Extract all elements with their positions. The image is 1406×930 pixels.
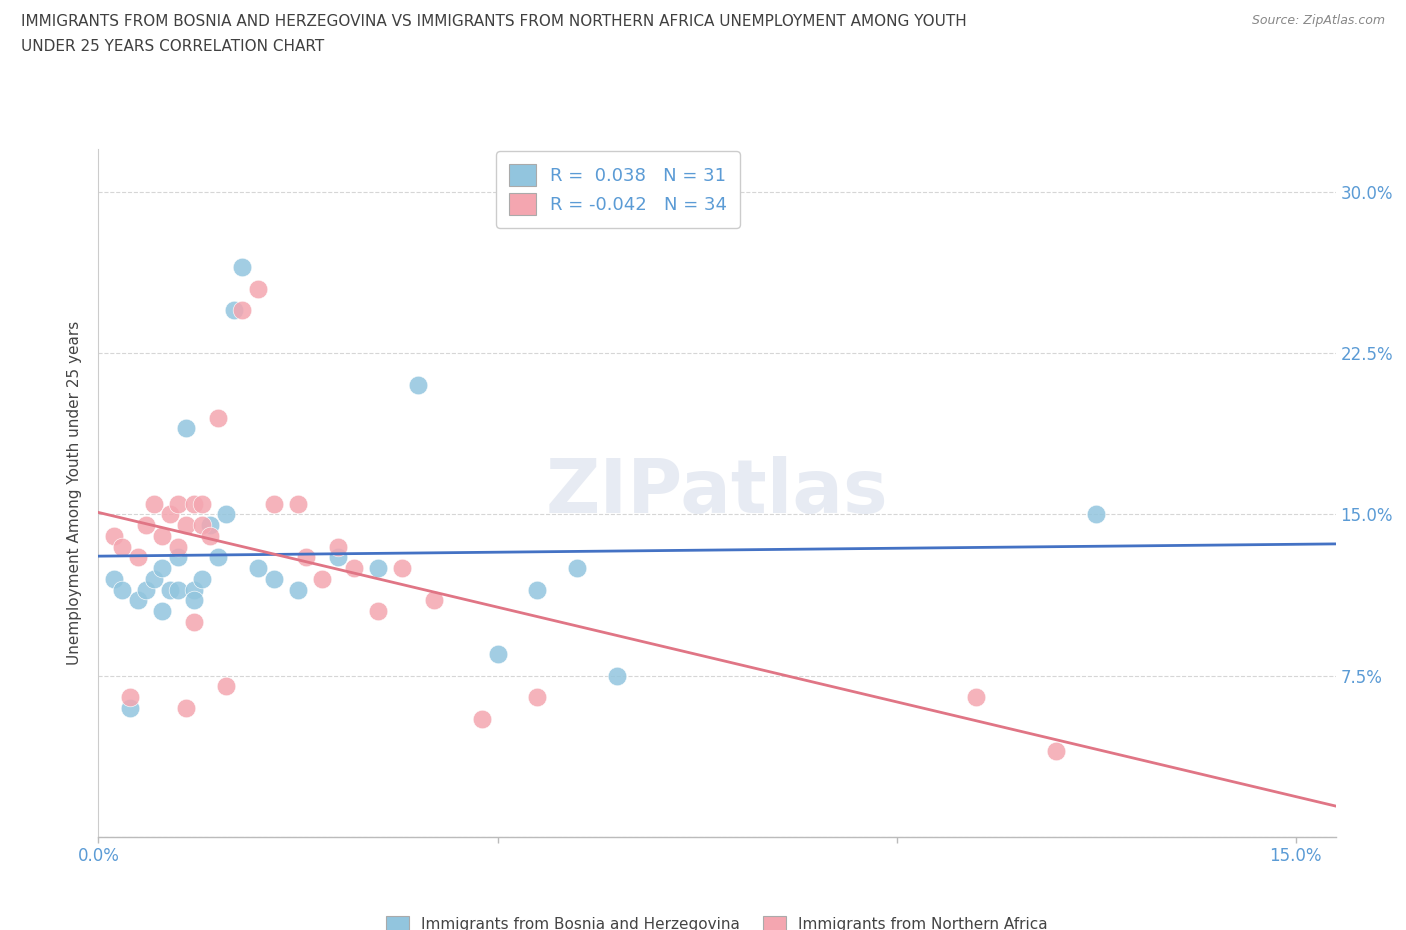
Point xyxy=(526,690,548,705)
Point xyxy=(167,539,190,554)
Point xyxy=(422,593,444,608)
Point xyxy=(966,690,988,705)
Point xyxy=(606,669,628,684)
Point xyxy=(143,571,166,587)
Point xyxy=(215,679,238,694)
Point xyxy=(159,507,181,522)
Point xyxy=(120,690,142,705)
Point xyxy=(120,700,142,715)
Point xyxy=(167,550,190,565)
Legend: Immigrants from Bosnia and Herzegovina, Immigrants from Northern Africa: Immigrants from Bosnia and Herzegovina, … xyxy=(380,910,1054,930)
Point xyxy=(247,281,270,296)
Point xyxy=(263,497,285,512)
Text: ZIPatlas: ZIPatlas xyxy=(546,457,889,529)
Point xyxy=(127,550,149,565)
Point xyxy=(127,593,149,608)
Point xyxy=(198,528,221,543)
Point xyxy=(207,410,229,425)
Point xyxy=(167,497,190,512)
Point xyxy=(150,528,173,543)
Point xyxy=(215,507,238,522)
Point xyxy=(191,518,214,533)
Point xyxy=(135,582,157,597)
Point xyxy=(224,302,246,317)
Point xyxy=(311,571,333,587)
Point xyxy=(174,700,197,715)
Point xyxy=(183,582,205,597)
Point xyxy=(167,582,190,597)
Point xyxy=(1085,507,1108,522)
Text: Source: ZipAtlas.com: Source: ZipAtlas.com xyxy=(1251,14,1385,27)
Point xyxy=(326,550,349,565)
Point xyxy=(326,539,349,554)
Point xyxy=(231,302,253,317)
Point xyxy=(295,550,318,565)
Point xyxy=(231,259,253,274)
Point xyxy=(198,518,221,533)
Point xyxy=(287,497,309,512)
Point xyxy=(367,604,389,618)
Point xyxy=(263,571,285,587)
Point xyxy=(191,497,214,512)
Point xyxy=(111,539,134,554)
Point xyxy=(207,550,229,565)
Point xyxy=(486,646,509,661)
Point xyxy=(406,378,429,392)
Point xyxy=(150,561,173,576)
Point xyxy=(343,561,366,576)
Point xyxy=(143,497,166,512)
Point xyxy=(103,571,125,587)
Point xyxy=(150,604,173,618)
Point xyxy=(1045,744,1067,759)
Point xyxy=(391,561,413,576)
Point xyxy=(526,582,548,597)
Point xyxy=(103,528,125,543)
Point xyxy=(287,582,309,597)
Text: UNDER 25 YEARS CORRELATION CHART: UNDER 25 YEARS CORRELATION CHART xyxy=(21,39,325,54)
Point xyxy=(471,711,494,726)
Point xyxy=(183,615,205,630)
Point xyxy=(159,582,181,597)
Point xyxy=(367,561,389,576)
Point xyxy=(174,421,197,436)
Y-axis label: Unemployment Among Youth under 25 years: Unemployment Among Youth under 25 years xyxy=(67,321,83,665)
Point xyxy=(183,593,205,608)
Point xyxy=(567,561,589,576)
Point xyxy=(191,571,214,587)
Point xyxy=(247,561,270,576)
Point xyxy=(111,582,134,597)
Point xyxy=(183,497,205,512)
Point xyxy=(135,518,157,533)
Text: IMMIGRANTS FROM BOSNIA AND HERZEGOVINA VS IMMIGRANTS FROM NORTHERN AFRICA UNEMPL: IMMIGRANTS FROM BOSNIA AND HERZEGOVINA V… xyxy=(21,14,967,29)
Point xyxy=(174,518,197,533)
